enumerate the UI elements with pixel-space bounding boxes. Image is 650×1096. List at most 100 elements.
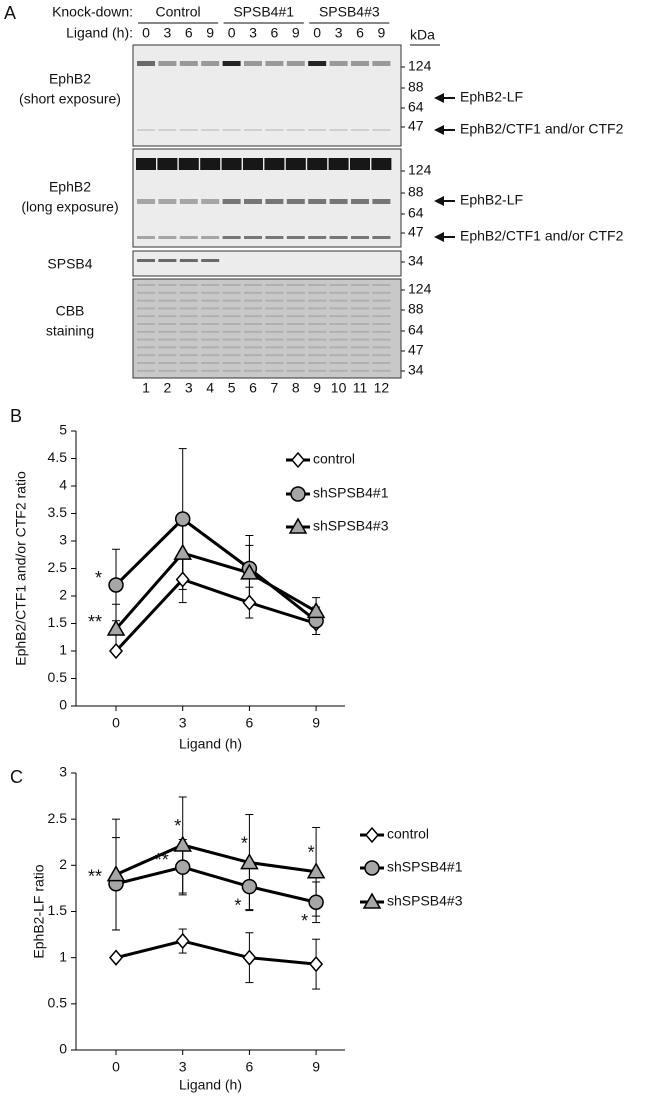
- band: [158, 330, 177, 333]
- band: [265, 129, 284, 131]
- y-tick-label: 1: [59, 948, 67, 964]
- band: [286, 354, 305, 357]
- legend-label: shSPSB4#1: [387, 859, 463, 875]
- band: [372, 354, 391, 357]
- size-marker: 124: [408, 281, 432, 297]
- band: [329, 129, 348, 131]
- point: [306, 862, 326, 879]
- ligand-label: Ligand (h):: [66, 25, 133, 41]
- blot: [132, 44, 402, 147]
- point: [306, 601, 326, 619]
- band: [308, 284, 327, 286]
- band: [286, 338, 305, 341]
- band: [329, 291, 348, 294]
- band: [221, 158, 242, 170]
- band: [244, 346, 262, 349]
- band: [158, 362, 177, 364]
- band: [308, 299, 327, 302]
- band: [372, 330, 391, 333]
- y-tick-label: 2: [59, 587, 67, 603]
- band: [179, 354, 198, 357]
- band: [329, 315, 348, 318]
- blot-label: (long exposure): [21, 199, 118, 215]
- band: [158, 323, 177, 325]
- significance: *: [308, 843, 315, 863]
- lane-number: 12: [374, 380, 390, 396]
- point: [109, 949, 124, 966]
- band: [372, 284, 391, 286]
- band: [244, 354, 262, 357]
- size-marker: 64: [408, 205, 424, 221]
- band: [158, 315, 177, 318]
- band: [308, 129, 327, 131]
- band: [286, 236, 305, 239]
- significance: *: [95, 568, 102, 588]
- band: [329, 338, 348, 341]
- band: [265, 61, 284, 66]
- band: [137, 129, 155, 131]
- band: [137, 236, 155, 239]
- band: [329, 284, 348, 286]
- series-line: [115, 939, 317, 966]
- band: [201, 330, 220, 333]
- blot-label: EphB2: [49, 179, 91, 195]
- band: [222, 61, 241, 66]
- band: [201, 338, 220, 341]
- band: [201, 299, 220, 302]
- band: [265, 291, 284, 294]
- legend-label: control: [313, 451, 355, 467]
- band: [265, 284, 284, 286]
- ligand-time: 0: [142, 25, 150, 41]
- band: [371, 158, 392, 170]
- panel-label: A: [4, 3, 16, 23]
- band: [179, 362, 198, 364]
- point: [106, 865, 126, 882]
- band: [222, 346, 241, 349]
- band: [329, 199, 348, 204]
- band: [308, 369, 327, 372]
- band: [351, 129, 369, 131]
- band: [158, 129, 177, 131]
- size-marker: 124: [408, 162, 432, 178]
- band: [158, 291, 177, 294]
- band: [329, 61, 348, 66]
- band: [329, 299, 348, 302]
- series-line: [115, 865, 317, 904]
- series-line: [114, 577, 317, 653]
- y-axis-label: EphB2-LF ratio: [31, 864, 47, 958]
- band: [201, 129, 220, 131]
- y-tick-label: 0: [59, 1041, 67, 1057]
- band: [179, 259, 198, 262]
- size-marker: 88: [408, 79, 424, 95]
- band: [222, 291, 241, 294]
- band: [264, 158, 285, 170]
- group-label: SPSB4#3: [319, 4, 380, 20]
- x-tick-label: 9: [312, 1059, 320, 1075]
- band: [222, 307, 241, 310]
- band: [178, 158, 199, 170]
- y-tick-label: 1.5: [48, 614, 68, 630]
- band: [179, 346, 198, 349]
- band: [329, 236, 348, 239]
- point: [109, 642, 124, 660]
- band: [244, 291, 262, 294]
- y-tick-label: 2: [59, 856, 67, 872]
- significance: **: [155, 850, 169, 870]
- lane-number: 8: [292, 380, 300, 396]
- y-tick-label: 3.5: [48, 504, 68, 520]
- band: [201, 354, 220, 357]
- band: [179, 369, 198, 372]
- band: [158, 338, 177, 341]
- band: [308, 330, 327, 333]
- y-axis-label: EphB2/CTF1 and/or CTF2 ratio: [13, 471, 29, 666]
- y-tick-label: 3: [59, 764, 67, 780]
- band: [286, 330, 305, 333]
- band: [351, 236, 369, 239]
- band: [372, 362, 391, 364]
- group-label: Control: [156, 4, 201, 20]
- band: [308, 61, 327, 66]
- point: [240, 563, 259, 580]
- x-tick-label: 6: [246, 1059, 254, 1075]
- band: [244, 330, 262, 333]
- lane-number: 7: [271, 380, 279, 396]
